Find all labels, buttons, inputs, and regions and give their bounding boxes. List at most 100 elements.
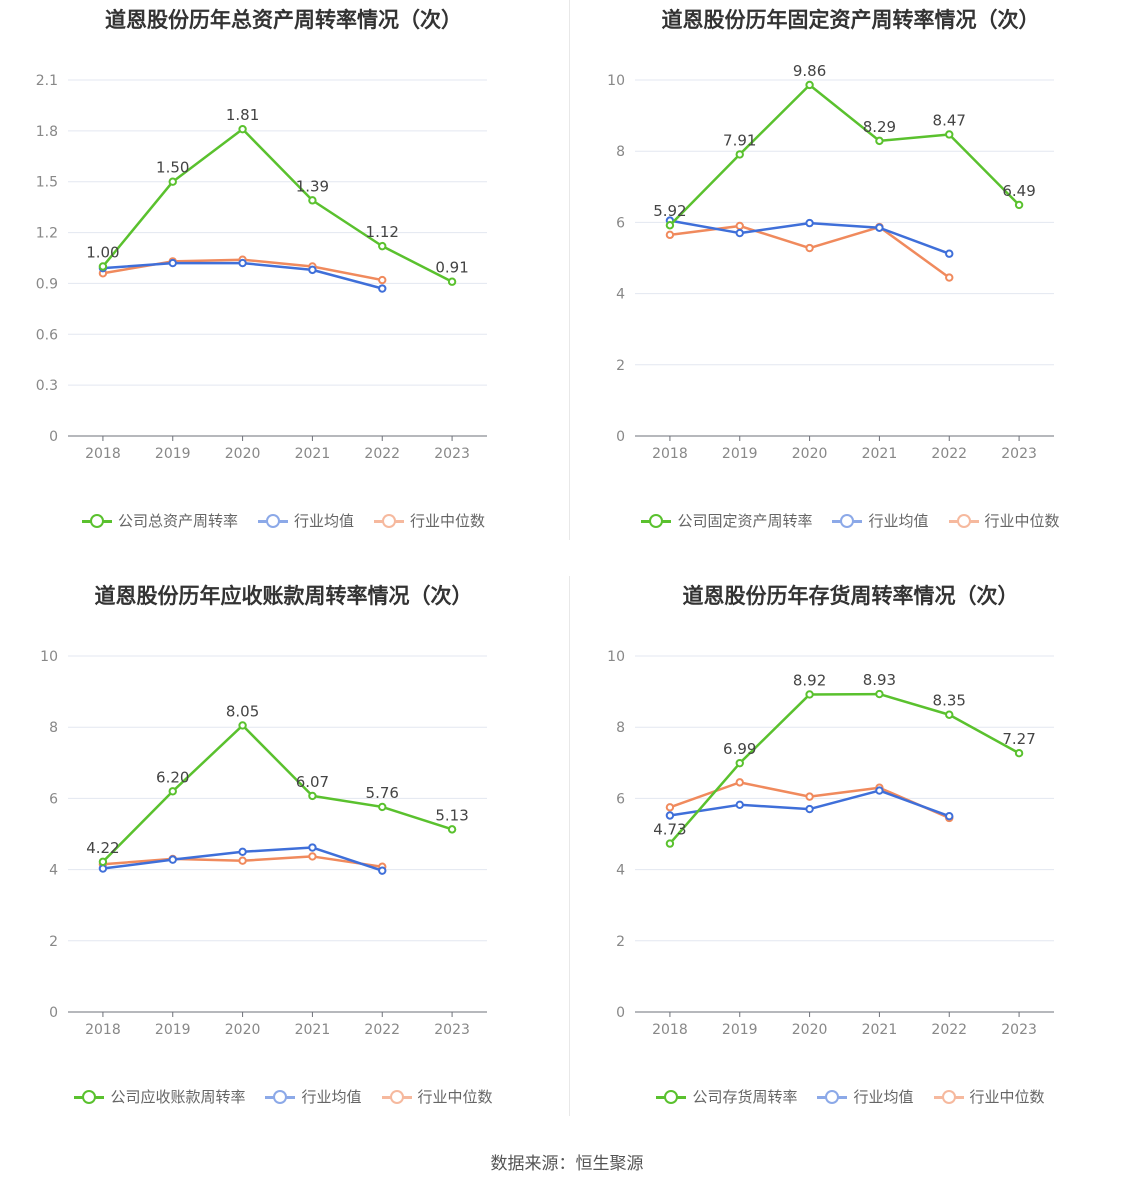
x-tick-label: 2023 [1001, 1022, 1037, 1038]
legend-label: 行业均值 [868, 512, 929, 530]
data-point-median [308, 852, 317, 861]
y-tick-label: 4 [616, 863, 625, 879]
data-point-avg [168, 258, 177, 268]
legend-item-median[interactable]: 行业中位数 [948, 510, 1060, 531]
data-label: 1.81 [226, 106, 259, 124]
y-tick-label: 2.1 [36, 73, 58, 89]
data-label: 8.47 [933, 111, 966, 129]
legend-marker-icon [948, 513, 979, 528]
legend-label: 公司固定资产周转率 [677, 512, 813, 530]
x-tick-label: 2019 [722, 446, 758, 462]
data-label: 8.29 [863, 118, 896, 136]
y-tick-label: 2 [49, 934, 58, 950]
legend-marker-icon [74, 1089, 105, 1104]
data-point-avg [875, 786, 884, 795]
data-label: 1.50 [156, 159, 189, 177]
data-point-median [378, 275, 387, 285]
legend-item-avg[interactable]: 行业均值 [257, 510, 354, 531]
data-label: 6.49 [1002, 182, 1035, 200]
data-point-company [665, 839, 675, 848]
data-point-company [238, 124, 247, 134]
data-point-avg [735, 800, 744, 810]
x-tick-label: 2022 [931, 446, 967, 462]
legend-item-avg[interactable]: 行业均值 [832, 510, 929, 531]
legend-label: 公司应收账款周转率 [110, 1088, 246, 1106]
data-point-median [805, 243, 814, 253]
legend-item-median[interactable]: 行业中位数 [381, 1086, 493, 1107]
data-label: 5.13 [435, 806, 468, 824]
y-tick-label: 4 [49, 863, 58, 879]
data-point-avg [805, 218, 814, 228]
legend-item-company[interactable]: 公司固定资产周转率 [641, 510, 812, 531]
y-tick-label: 1.8 [36, 124, 58, 140]
data-label: 1.00 [86, 243, 119, 261]
data-point-company [98, 857, 108, 866]
legend-label: 行业均值 [301, 1088, 362, 1106]
legend-item-company[interactable]: 公司存货周转率 [656, 1086, 797, 1107]
y-tick-label: 0 [616, 429, 625, 445]
y-tick-label: 8 [616, 144, 625, 160]
legend-item-company[interactable]: 公司总资产周转率 [81, 510, 238, 531]
x-tick-label: 2019 [155, 1022, 191, 1038]
legend-item-avg[interactable]: 行业均值 [817, 1086, 914, 1107]
data-point-median [945, 273, 954, 282]
x-tick-label: 2021 [862, 446, 898, 462]
y-tick-label: 8 [49, 720, 58, 736]
chart-plot: 0 2 4 6 8 10 2018 2019 2020 2021 2022 2023 4.22 6.20 8… [40, 649, 487, 1038]
data-point-avg [308, 265, 317, 275]
y-tick-label: 6 [49, 791, 58, 807]
chart-plot: 0 0.3 0.6 0.9 1.2 1.5 1.8 2.1 2018 2019 2020 2021 20… [36, 73, 487, 462]
legend-marker-icon [257, 513, 288, 528]
chart-receivables-turnover: 道恩股份历年应收账款周转率情况（次） 0 2 4 6 8 10 2018 2019 2020 20… [0, 576, 567, 1152]
data-source: 数据来源：恒生聚源 [490, 1154, 644, 1174]
y-tick-label: 0 [49, 429, 58, 445]
data-point-company [447, 277, 457, 286]
data-label: 8.35 [933, 692, 966, 710]
data-label: 7.27 [1002, 730, 1035, 748]
x-tick-label: 2018 [652, 1022, 688, 1038]
series-line-company [668, 692, 1020, 845]
y-tick-label: 1.2 [36, 226, 58, 242]
data-point-median [805, 792, 814, 801]
data-label: 6.99 [723, 740, 756, 758]
legend-label: 公司存货周转率 [692, 1088, 798, 1106]
y-tick-label: 10 [607, 649, 625, 665]
x-tick-label: 2022 [364, 446, 400, 462]
data-point-company [875, 689, 884, 699]
series-line-company [101, 127, 453, 283]
y-tick-label: 8 [616, 720, 625, 736]
data-point-avg [945, 249, 954, 258]
data-label: 8.92 [793, 671, 826, 689]
chart-inventory-turnover: 道恩股份历年存货周转率情况（次） 0 2 4 6 8 10 2018 2019 2020 2021… [567, 576, 1134, 1152]
data-point-company [168, 787, 177, 796]
data-point-avg [168, 855, 177, 864]
y-tick-label: 0.3 [36, 378, 58, 394]
data-label: 5.76 [366, 784, 399, 802]
x-tick-label: 2022 [364, 1022, 400, 1038]
legend-item-median[interactable]: 行业中位数 [933, 1086, 1045, 1107]
data-point-company [805, 690, 814, 699]
x-tick-label: 2020 [225, 446, 261, 462]
divider-top [569, 0, 570, 540]
y-tick-label: 0 [49, 1005, 58, 1021]
legend-label: 行业均值 [293, 512, 354, 530]
y-tick-label: 10 [40, 649, 58, 665]
data-point-company [378, 241, 387, 251]
x-tick-label: 2021 [862, 1022, 898, 1038]
data-point-avg [98, 864, 108, 873]
legend-item-company[interactable]: 公司应收账款周转率 [74, 1086, 245, 1107]
chart-plot: 0 2 4 6 8 10 2018 2019 2020 2021 2022 2023 4.73 6.99 8… [607, 649, 1054, 1038]
data-point-avg [378, 866, 387, 875]
data-label: 8.05 [226, 702, 259, 720]
legend-item-avg[interactable]: 行业均值 [265, 1086, 362, 1107]
legend-item-median[interactable]: 行业中位数 [374, 510, 485, 531]
data-point-company [168, 177, 177, 186]
x-tick-label: 2020 [225, 1022, 261, 1038]
data-point-avg [735, 228, 744, 238]
x-tick-label: 2022 [931, 1022, 967, 1038]
legend-marker-icon [641, 513, 672, 528]
y-tick-label: 2 [616, 358, 625, 374]
chart-fixed-asset-turnover: 道恩股份历年固定资产周转率情况（次） 0 2 4 6 8 10 2018 2019 2020 20… [567, 0, 1134, 576]
data-point-company [308, 196, 317, 205]
legend-marker-icon [933, 1089, 964, 1104]
